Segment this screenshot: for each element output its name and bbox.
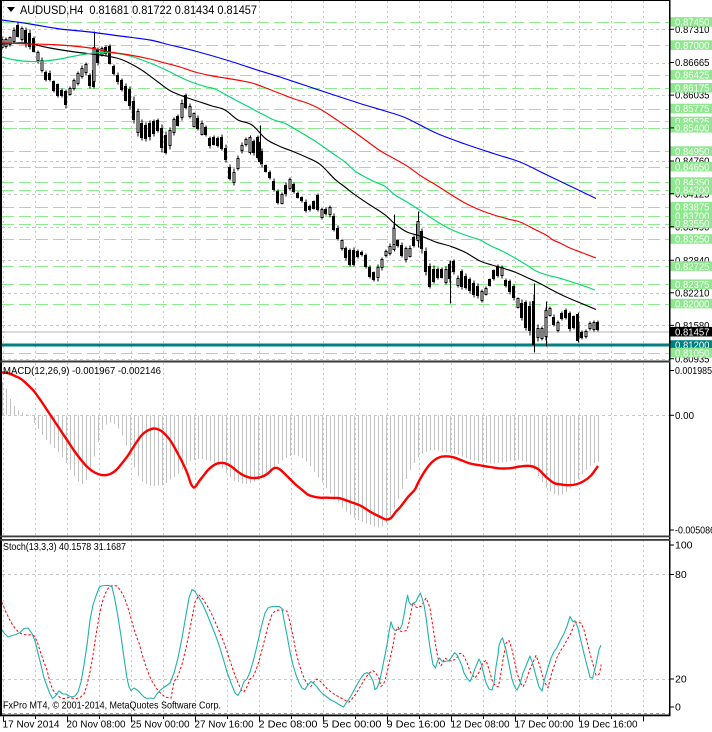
- svg-text:0.82375: 0.82375: [675, 279, 710, 291]
- svg-text:20: 20: [675, 674, 687, 686]
- svg-text:2 Dec 08:00: 2 Dec 08:00: [259, 719, 318, 731]
- svg-text:0.82000: 0.82000: [675, 298, 710, 310]
- svg-text:0.83875: 0.83875: [675, 201, 710, 213]
- svg-text:0.81457: 0.81457: [675, 326, 710, 338]
- svg-text:0: 0: [675, 702, 681, 714]
- svg-text:0.001985: 0.001985: [675, 365, 712, 377]
- svg-text:0.84950: 0.84950: [675, 146, 710, 158]
- svg-text:0.86035: 0.86035: [675, 90, 710, 102]
- svg-text:0.86175: 0.86175: [675, 83, 710, 95]
- svg-text:0.86425: 0.86425: [675, 70, 710, 82]
- svg-text:0.82210: 0.82210: [675, 287, 710, 299]
- svg-text:FxPro MT4, © 2001-2014, MetaQu: FxPro MT4, © 2001-2014, MetaQuotes Softw…: [3, 701, 221, 712]
- svg-text:0.87310: 0.87310: [675, 24, 710, 36]
- svg-text:0.84200: 0.84200: [675, 185, 710, 197]
- svg-text:20 Nov 08:00: 20 Nov 08:00: [67, 719, 126, 731]
- svg-text:0.85400: 0.85400: [675, 123, 710, 135]
- svg-text:-0.005086: -0.005086: [675, 525, 712, 537]
- svg-text:0.83250: 0.83250: [675, 234, 710, 246]
- svg-text:0.83550: 0.83550: [675, 218, 710, 230]
- svg-text:100: 100: [675, 540, 693, 552]
- svg-text:17 Nov 2014: 17 Nov 2014: [3, 719, 60, 731]
- svg-text:0.86665: 0.86665: [675, 57, 710, 69]
- svg-text:9 Dec 16:00: 9 Dec 16:00: [387, 719, 446, 731]
- svg-text:0.85775: 0.85775: [675, 103, 710, 115]
- svg-text:0.00: 0.00: [675, 410, 694, 422]
- svg-text:0.87000: 0.87000: [675, 40, 710, 52]
- svg-text:Stoch(13,3,3) 40.1578 31.1687: Stoch(13,3,3) 40.1578 31.1687: [3, 542, 126, 553]
- svg-text:17 Dec 00:00: 17 Dec 00:00: [515, 719, 574, 731]
- svg-text:0.82725: 0.82725: [675, 261, 710, 273]
- svg-text:0.84650: 0.84650: [675, 161, 710, 173]
- svg-text:AUDUSD,H4 0.81681 0.81722 0.8: AUDUSD,H4 0.81681 0.81722 0.81434 0.8145…: [20, 5, 257, 17]
- svg-text:25 Nov 00:00: 25 Nov 00:00: [131, 719, 190, 731]
- svg-text:27 Nov 16:00: 27 Nov 16:00: [195, 719, 254, 731]
- svg-text:0.81050: 0.81050: [675, 347, 710, 359]
- svg-text:80: 80: [675, 569, 687, 581]
- svg-text:MACD(12,26,9) -0.001967 -0.002: MACD(12,26,9) -0.001967 -0.002146: [3, 366, 161, 377]
- svg-text:12 Dec 08:00: 12 Dec 08:00: [451, 719, 510, 731]
- svg-text:5 Dec 00:00: 5 Dec 00:00: [323, 719, 382, 731]
- svg-text:19 Dec 16:00: 19 Dec 16:00: [579, 719, 638, 731]
- svg-text:0.87450: 0.87450: [675, 17, 710, 29]
